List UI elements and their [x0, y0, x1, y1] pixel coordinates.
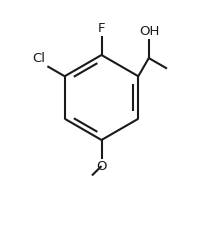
- Text: OH: OH: [140, 25, 160, 38]
- Text: Cl: Cl: [32, 52, 45, 65]
- Text: F: F: [98, 22, 105, 34]
- Text: O: O: [96, 160, 107, 173]
